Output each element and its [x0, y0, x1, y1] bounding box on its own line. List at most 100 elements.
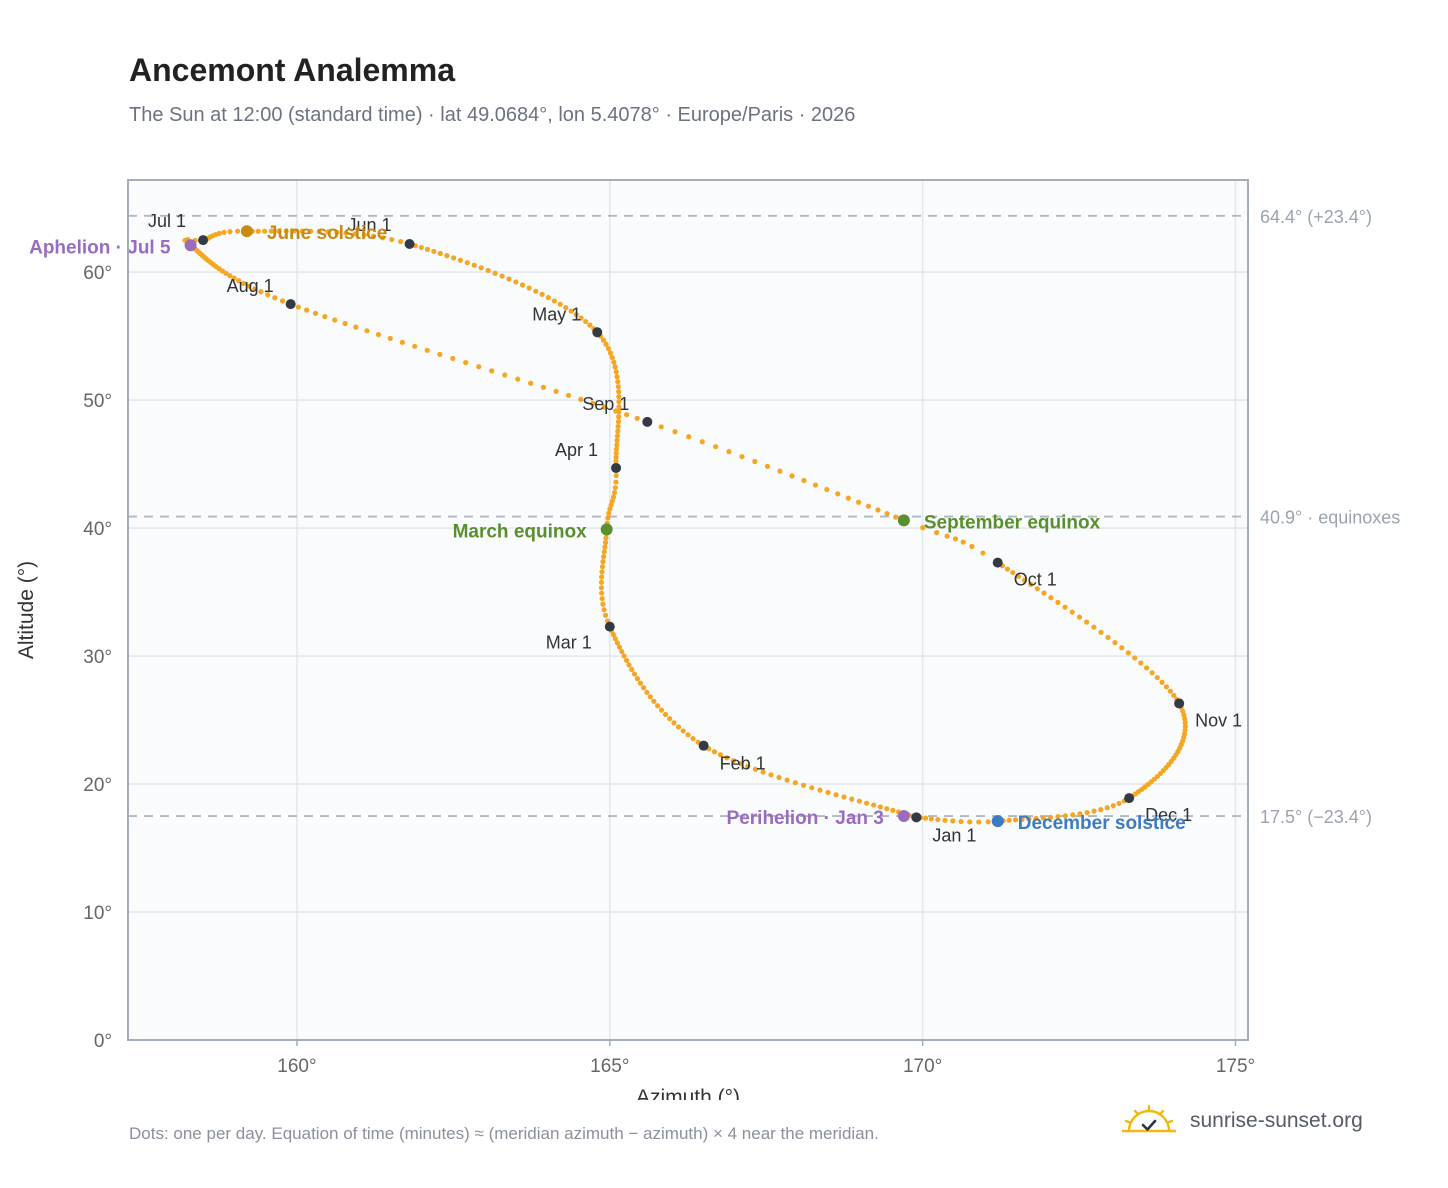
daily-sun-dot — [662, 711, 669, 718]
daily-sun-dot — [629, 666, 635, 673]
daily-sun-dot — [519, 282, 526, 288]
daily-sun-dot — [1077, 811, 1083, 817]
reference-line-label: 17.5° (−23.4°) — [1260, 807, 1372, 827]
event-marker-dot — [240, 225, 253, 238]
daily-sun-dot — [450, 355, 456, 362]
daily-sun-dot — [631, 671, 638, 677]
daily-sun-dot — [602, 612, 609, 618]
daily-sun-dot — [768, 772, 774, 778]
daily-sun-dot — [598, 579, 605, 585]
daily-sun-dot — [789, 473, 795, 479]
daily-sun-dot — [255, 228, 261, 234]
month-marker-label: Jun 1 — [348, 215, 392, 235]
daily-sun-dot — [607, 350, 614, 356]
daily-sun-dot — [1026, 816, 1032, 822]
month-marker-label: May 1 — [532, 304, 581, 324]
daily-sun-dot — [450, 255, 457, 261]
daily-sun-dot — [304, 307, 310, 313]
daily-sun-dot — [690, 735, 696, 742]
daily-sun-dot — [499, 273, 505, 279]
daily-sun-dot — [334, 229, 340, 235]
daily-sun-dot — [1062, 813, 1068, 819]
daily-sun-dot — [884, 511, 890, 517]
daily-sun-dot — [471, 262, 477, 268]
daily-sun-dot — [610, 494, 617, 500]
daily-sun-dot — [489, 368, 495, 374]
daily-sun-dot — [667, 716, 673, 722]
daily-sun-dot — [717, 752, 724, 758]
analemma-chart: 64.4° (+23.4°) 40.9° · equinoxes 17.5° (−2… — [15, 179, 1400, 1100]
daily-sun-dot — [316, 228, 322, 235]
daily-sun-dot — [573, 311, 579, 318]
daily-sun-dot — [960, 539, 966, 545]
daily-sun-dot — [730, 758, 737, 764]
daily-sun-dot — [1091, 624, 1097, 630]
daily-sun-dot — [855, 499, 862, 505]
daily-sun-dot — [928, 816, 934, 822]
daily-sun-dot — [634, 676, 641, 682]
daily-sun-dot — [387, 335, 393, 342]
daily-sun-dot — [412, 343, 418, 349]
footer-note: Dots: one per day. Equation of time (min… — [129, 1124, 879, 1143]
daily-sun-dot — [612, 636, 618, 642]
daily-sun-dot — [332, 317, 338, 323]
reference-lines: 64.4° (+23.4°) 40.9° · equinoxes 17.5° (−2… — [128, 207, 1400, 827]
y-tick-label: 30° — [83, 647, 112, 668]
daily-sun-dot — [1105, 634, 1111, 641]
event-marker-label: Perihelion · Jan 3 — [727, 808, 884, 829]
daily-sun-dot — [1070, 812, 1076, 818]
month-marker-label: Dec 1 — [1145, 805, 1192, 825]
daily-sun-dot — [626, 662, 632, 668]
daily-sun-dot — [616, 394, 622, 400]
daily-sun-dot — [1091, 808, 1097, 814]
x-tick-label: 165° — [590, 1056, 629, 1077]
daily-sun-dot — [608, 502, 614, 508]
daily-sun-dot — [545, 295, 551, 301]
daily-sun-dot — [613, 479, 619, 485]
daily-sun-dot — [950, 818, 956, 824]
daily-sun-dot — [616, 389, 622, 395]
daily-sun-dot — [980, 550, 986, 556]
daily-sun-dot — [958, 818, 964, 825]
daily-sun-dot — [361, 232, 367, 238]
x-tick-label: 170° — [903, 1056, 942, 1077]
daily-sun-dot — [920, 525, 926, 531]
daily-sun-dot — [231, 275, 237, 281]
daily-sun-dot — [476, 364, 482, 370]
daily-sun-dot — [1010, 569, 1016, 576]
daily-sun-dot — [616, 404, 622, 410]
daily-sun-dot — [291, 228, 297, 234]
daily-sun-dot — [623, 657, 630, 664]
daily-sun-dot — [934, 530, 940, 536]
daily-sun-dot — [737, 760, 744, 767]
daily-sun-dot — [599, 564, 606, 570]
daily-sun-dot — [1098, 629, 1104, 635]
daily-sun-dot — [942, 817, 948, 823]
daily-sun-dot — [563, 305, 569, 311]
daily-sun-dot — [551, 298, 557, 304]
daily-sun-dot — [1171, 692, 1177, 699]
daily-sun-dot — [578, 315, 584, 321]
daily-sun-dot — [812, 482, 819, 488]
brand-link[interactable]: sunrise-sunset.org — [1122, 1104, 1363, 1138]
daily-sun-dot — [1006, 817, 1012, 823]
daily-sun-dot — [265, 292, 271, 298]
x-tick-label: 160° — [277, 1056, 316, 1077]
daily-sun-dot — [634, 415, 640, 421]
daily-sun-dot — [856, 798, 862, 804]
daily-sun-dot — [864, 800, 870, 806]
daily-sun-dot — [268, 228, 275, 234]
daily-sun-dot — [424, 347, 430, 353]
daily-sun-dot — [506, 276, 512, 282]
daily-sun-dot — [944, 533, 950, 539]
daily-sun-dot — [752, 458, 758, 465]
daily-sun-dot — [849, 796, 855, 802]
daily-sun-dot — [1154, 674, 1160, 681]
daily-sun-dot — [619, 648, 625, 655]
month-marker-dot — [604, 621, 615, 632]
y-axis-label: Altitude (°) — [15, 561, 38, 659]
daily-sun-dot — [613, 450, 619, 456]
y-tick-label: 60° — [83, 263, 112, 284]
daily-sun-dot — [935, 816, 941, 823]
daily-sun-dot — [615, 384, 621, 390]
